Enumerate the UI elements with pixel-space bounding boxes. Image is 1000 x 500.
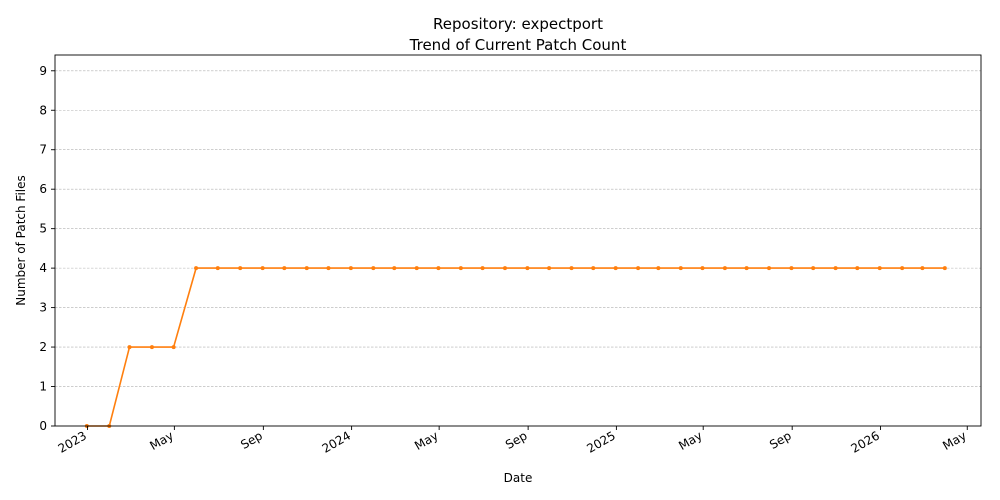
y-tick-label: 0 [39, 419, 47, 433]
data-point [371, 266, 376, 271]
data-point [636, 266, 641, 271]
data-point [877, 266, 882, 271]
gridlines [55, 70, 981, 387]
x-tick-label: May [412, 428, 440, 453]
data-point [656, 266, 661, 271]
data-point [171, 345, 176, 350]
data-point [392, 266, 397, 271]
data-point [700, 266, 705, 271]
data-point [591, 266, 596, 271]
data-point [547, 266, 552, 271]
x-tick-label: Sep [767, 428, 794, 451]
x-tick-label: May [676, 428, 704, 453]
data-point [855, 266, 860, 271]
data-point [436, 266, 441, 271]
x-tick-label: 2026 [848, 428, 881, 455]
data-point [260, 266, 265, 271]
data-point [613, 266, 618, 271]
y-tick-label: 2 [39, 340, 47, 354]
x-tick-label: 2023 [56, 428, 89, 455]
y-tick-label: 7 [39, 143, 47, 157]
x-tick-label: May [940, 428, 968, 453]
data-point [722, 266, 727, 271]
data-point [414, 266, 419, 271]
x-tick-label: May [147, 428, 175, 453]
y-tick-label: 5 [39, 222, 47, 236]
data-point [194, 266, 199, 271]
data-point [942, 266, 947, 271]
data-point [282, 266, 287, 271]
data-point [348, 266, 353, 271]
x-tick-label: 2025 [584, 428, 617, 455]
y-tick-label: 9 [39, 64, 47, 78]
data-point [238, 266, 243, 271]
data-point [480, 266, 485, 271]
x-tick-label: Sep [503, 428, 530, 451]
series-line [86, 267, 945, 427]
data-point [920, 266, 925, 271]
data-point [789, 266, 794, 271]
data-point [326, 266, 331, 271]
data-point [502, 266, 507, 271]
data-point [304, 266, 309, 271]
y-tick-label: 6 [39, 182, 47, 196]
data-point [569, 266, 574, 271]
data-point [833, 266, 838, 271]
series-layer [84, 266, 947, 428]
data-point [900, 266, 905, 271]
data-point [525, 266, 530, 271]
data-point [127, 345, 132, 350]
data-point [744, 266, 749, 271]
y-tick-label: 1 [39, 380, 47, 394]
x-axis-ticks: 2023 May Sep 2024 May Sep 2025 May Sep 2026 May [56, 426, 969, 456]
y-tick-label: 3 [39, 301, 47, 315]
data-point [458, 266, 463, 271]
x-tick-label: Sep [238, 428, 265, 451]
chart-subtitle: Trend of Current Patch Count [409, 36, 627, 54]
data-point [811, 266, 816, 271]
data-point [767, 266, 772, 271]
x-axis-label: Date [504, 471, 533, 485]
data-point [678, 266, 683, 271]
chart-title: Repository: expectport [433, 15, 603, 33]
data-point [149, 345, 154, 350]
plot-frame [54, 54, 982, 427]
y-tick-label: 4 [39, 261, 47, 275]
x-tick-label: 2024 [320, 428, 353, 455]
y-axis-ticks: 0 1 2 3 4 5 6 7 8 9 [39, 64, 55, 433]
y-tick-label: 8 [39, 103, 47, 117]
y-axis-label: Number of Patch Files [14, 175, 28, 306]
data-point [215, 266, 220, 271]
